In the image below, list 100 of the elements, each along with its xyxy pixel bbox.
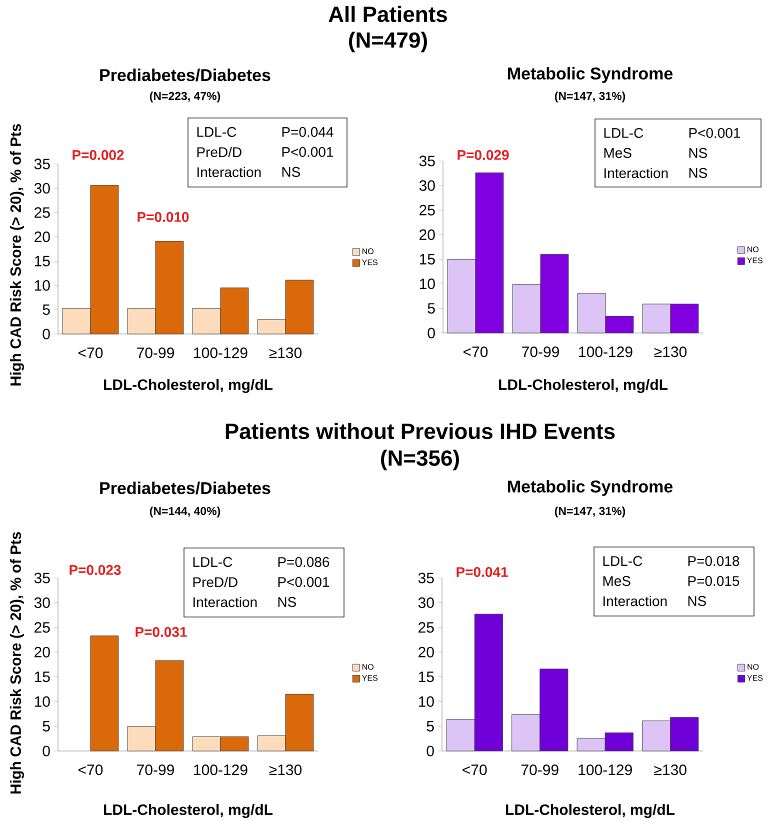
x-axis-title: LDL-Cholesterol, mg/dL: [104, 378, 273, 394]
x-axis-title: LDL-Cholesterol, mg/dL: [104, 804, 273, 818]
chart-title: Metabolic Syndrome: [508, 480, 673, 496]
y-tick-label: 35: [34, 572, 50, 584]
text: NS: [689, 148, 708, 158]
y-tick-label: 25: [420, 204, 435, 216]
y-tick-label: 30: [34, 597, 50, 608]
y-tick-label: 35: [419, 156, 435, 166]
text: MeS: [604, 148, 632, 158]
legend-label: NO: [362, 664, 374, 670]
annotation: Interaction: [198, 166, 261, 178]
x-tick-label: ≥130: [654, 764, 686, 776]
y-tick-label: 0: [426, 746, 434, 756]
y-tick-label: 20: [34, 232, 50, 242]
annotation: PreD/D: [193, 576, 238, 588]
x-tick-label: 100-129: [578, 764, 632, 776]
y-tick-label: 30: [34, 182, 50, 194]
y-tick-label: 0: [428, 328, 435, 338]
x-tick-label: 70-99: [137, 348, 174, 358]
text: PreD/D: [197, 146, 242, 158]
x-tick-label: 70-99: [521, 764, 558, 776]
y-tick-label: 5: [42, 304, 50, 315]
y-tick-label: 30: [419, 180, 435, 191]
legend-label: YES: [362, 675, 378, 681]
x-tick-label: 100-129: [194, 764, 248, 776]
text: LDL-C: [603, 556, 642, 566]
y-tick-label: 25: [34, 622, 50, 633]
x-tick-label: ≥130: [269, 764, 302, 776]
y-tick-label: 15: [34, 256, 50, 266]
chart-subtitle: (N=147, 31%): [554, 506, 626, 518]
y-axis-title: High CAD Risk Score (> 20), % of Pts: [10, 532, 24, 794]
x-tick-label: ≥130: [654, 346, 687, 358]
annotation: NS: [688, 596, 706, 606]
x-tick-label: <70: [462, 764, 487, 776]
annotation: Interaction: [194, 596, 257, 608]
text: P=0.023: [70, 565, 121, 575]
annotation: NS: [282, 167, 300, 177]
x-tick-label: 100-129: [579, 346, 632, 358]
x-tick-label: 70-99: [137, 764, 174, 776]
chart-title: Prediabetes/Diabetes: [100, 482, 270, 494]
annotation: MeS: [603, 576, 630, 586]
x-tick-label: 70-99: [522, 346, 559, 358]
y-tick-label: 35: [34, 158, 50, 170]
text: (N=479): [349, 32, 427, 52]
y-tick-label: 15: [34, 672, 50, 682]
text: P=0.041: [456, 567, 508, 577]
y-tick-label: 25: [418, 622, 434, 633]
chart-subtitle: (N=144, 40%): [150, 506, 220, 518]
text: (N=356): [381, 450, 459, 470]
text: P=0.018: [688, 556, 740, 566]
chart-title: Prediabetes/Diabetes: [100, 68, 270, 82]
annotation: P=0.031: [136, 627, 187, 637]
y-tick-label: 15: [418, 672, 434, 682]
text: All Patients: [328, 6, 447, 22]
y-tick-label: 0: [42, 328, 50, 340]
y-tick-label: 5: [426, 721, 434, 732]
x-tick-label: <70: [78, 348, 103, 358]
y-tick-label: 10: [34, 696, 50, 707]
text: Patients without Previous IHD Events: [226, 422, 615, 440]
y-tick-label: 10: [418, 696, 434, 707]
chart-subtitle: (N=147, 31%): [554, 92, 626, 102]
text: P=0.029: [458, 150, 509, 160]
text: P=0.086: [278, 557, 330, 567]
x-tick-label: ≥130: [269, 348, 302, 358]
text: LDL-C: [193, 557, 232, 567]
bar: [90, 636, 119, 752]
x-axis-title: LDL-Cholesterol, mg/dL: [506, 804, 675, 818]
legend-label: YES: [747, 675, 763, 681]
x-tick-label: <70: [78, 764, 103, 776]
chart-subtitle: (N=223, 47%): [150, 92, 220, 102]
y-tick-label: 30: [418, 597, 434, 608]
y-tick-label: 5: [42, 721, 50, 732]
x-axis-title: LDL-Cholesterol, mg/dL: [499, 378, 668, 394]
text: P=0.002: [72, 150, 124, 160]
y-tick-label: 20: [418, 646, 434, 658]
x-tick-label: 100-129: [194, 348, 248, 358]
legend-label: YES: [362, 259, 378, 266]
annotation: NS: [278, 597, 296, 607]
annotation: Interaction: [604, 168, 668, 178]
y-axis-title: High CAD Risk Score (> 20), % of Pts: [10, 124, 24, 386]
y-tick-label: 15: [420, 254, 435, 265]
text: LDL-C: [197, 127, 236, 137]
y-tick-label: 5: [428, 303, 435, 314]
text: LDL-C: [604, 128, 644, 138]
annotation: P<0.001: [278, 577, 330, 587]
y-tick-label: 0: [42, 746, 50, 756]
y-tick-label: 10: [34, 280, 50, 291]
chart-title: Metabolic Syndrome: [508, 67, 673, 83]
legend-label: NO: [748, 246, 759, 252]
y-tick-label: 10: [420, 278, 435, 290]
x-tick-label: <70: [464, 346, 488, 358]
y-tick-label: 20: [34, 646, 50, 658]
y-tick-label: 20: [420, 229, 435, 240]
y-tick-label: 35: [418, 572, 434, 584]
legend-label: YES: [747, 258, 763, 264]
legend-label: NO: [748, 664, 759, 670]
legend-label: NO: [362, 248, 374, 254]
text: P=0.044: [282, 127, 334, 137]
annotation: Interaction: [604, 596, 667, 606]
annotation: P=0.015: [688, 576, 740, 586]
